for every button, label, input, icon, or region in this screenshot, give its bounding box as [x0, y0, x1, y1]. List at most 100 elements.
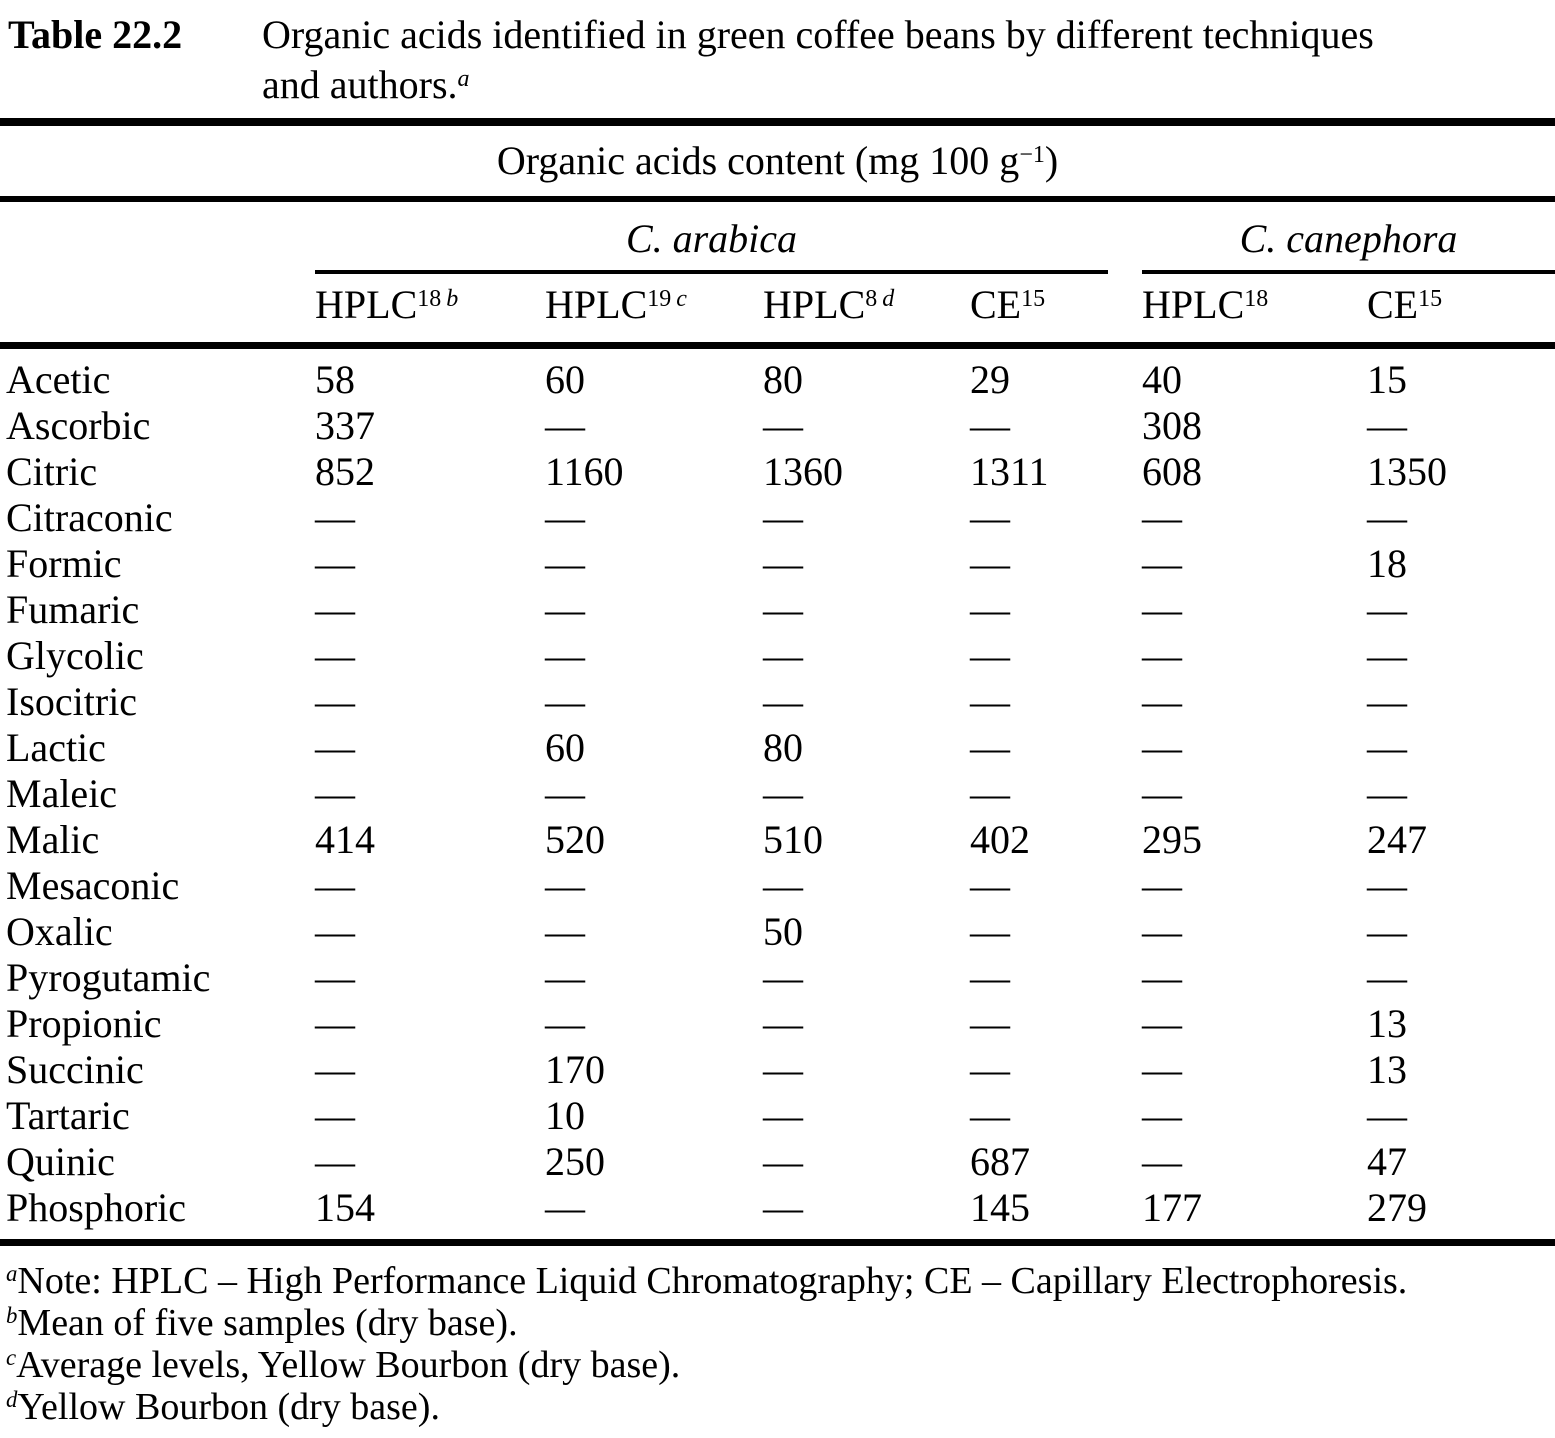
value-cell: —	[970, 725, 1010, 770]
value-cell: —	[970, 541, 1010, 586]
value-cell: 50	[763, 909, 803, 954]
value-cell: —	[1142, 1093, 1182, 1138]
value-cell: —	[1142, 679, 1182, 724]
footnote-text: Average levels, Yellow Bourbon (dry base…	[16, 1344, 681, 1386]
method-label: CE	[970, 282, 1022, 327]
footnote-letter: d	[882, 285, 895, 312]
species-group-row: C. arabica C. canephora	[0, 199, 1555, 274]
acid-name-cell: Pyrogutamic	[6, 955, 211, 1000]
value-cell: —	[1142, 633, 1182, 678]
method-header-cell: HPLC18	[1142, 274, 1367, 349]
value-cell: —	[763, 495, 803, 540]
value-cell: —	[315, 771, 355, 816]
value-cell: —	[1367, 403, 1407, 448]
value-cell: —	[545, 1001, 585, 1046]
unit-header-row: Organic acids content (mg 100 g−1)	[0, 118, 1555, 202]
value-cell: —	[1142, 1001, 1182, 1046]
value-cell: —	[545, 541, 585, 586]
method-label: HPLC	[1142, 282, 1245, 327]
value-cell: 308	[1142, 403, 1202, 448]
value-cell: —	[970, 771, 1010, 816]
footnote-marker: b	[6, 1303, 18, 1329]
value-cell: 80	[763, 357, 803, 402]
table-row: Citric 852 1160 1360 1311 608 1350	[0, 449, 1555, 495]
table-row: Maleic — — — — — —	[0, 771, 1555, 817]
value-cell: —	[545, 909, 585, 954]
method-label: HPLC	[763, 282, 866, 327]
value-cell: —	[315, 587, 355, 632]
value-cell: 40	[1142, 357, 1182, 402]
value-cell: 247	[1367, 817, 1427, 862]
value-cell: —	[1367, 679, 1407, 724]
group-cell-arabica: C. arabica	[315, 199, 1142, 274]
value-cell: 295	[1142, 817, 1202, 862]
acid-name-cell: Glycolic	[6, 633, 144, 678]
footnote-letter: b	[446, 285, 459, 312]
reference-number: 15	[1418, 285, 1443, 312]
value-cell: 154	[315, 1185, 545, 1246]
value-cell: —	[315, 1001, 355, 1046]
value-cell: 80	[763, 725, 803, 770]
table-row: Ascorbic 337 — — — 308 —	[0, 403, 1555, 449]
footnote-line: dYellow Bourbon (dry base).	[6, 1386, 1555, 1428]
value-cell: —	[763, 633, 803, 678]
table-row: Phosphoric 154— —145 177 279	[0, 1185, 1555, 1246]
value-cell: —	[545, 587, 585, 632]
organic-acids-table: Organic acids content (mg 100 g−1) C. ar…	[0, 118, 1555, 1246]
method-header-cell: HPLC19 c	[545, 274, 763, 349]
canephora-spanner-rule: C. canephora	[1142, 216, 1555, 274]
value-cell: —	[763, 1139, 803, 1184]
value-cell: —	[1142, 909, 1182, 954]
value-cell: —	[1142, 771, 1182, 816]
empty-method-cell	[0, 274, 315, 349]
value-cell: —	[315, 725, 355, 770]
unit-header-text: Organic acids content (mg 100 g	[496, 138, 1020, 183]
value-cell: —	[1367, 771, 1407, 816]
value-cell: —	[1142, 863, 1182, 908]
value-cell: —	[1142, 725, 1182, 770]
method-header-row: HPLC18 b HPLC19 c HPLC8 d CE15 HPLC18 CE15	[0, 274, 1555, 349]
value-cell: —	[315, 863, 355, 908]
value-cell: 145	[970, 1185, 1142, 1246]
value-cell: —	[763, 863, 803, 908]
acid-name-cell: Mesaconic	[6, 863, 180, 908]
value-cell: —	[1367, 587, 1407, 632]
value-cell: —	[1367, 909, 1407, 954]
table-row: Lactic — 60 80 — — —	[0, 725, 1555, 771]
value-cell: 1160	[545, 449, 624, 494]
footnote-letter: c	[676, 285, 687, 312]
acid-name-cell: Isocitric	[6, 679, 138, 724]
table-row: Citraconic — — — — — —	[0, 495, 1555, 541]
arabica-spanner-rule: C. arabica	[315, 216, 1108, 274]
footnote-marker: d	[6, 1387, 18, 1413]
value-cell: 852	[315, 449, 375, 494]
value-cell: —	[970, 633, 1010, 678]
value-cell: —	[1142, 955, 1182, 1000]
footnote-line: cAverage levels, Yellow Bourbon (dry bas…	[6, 1344, 1555, 1386]
acid-name-cell: Ascorbic	[6, 403, 151, 448]
value-cell: 13	[1367, 1001, 1407, 1046]
footnote-marker: c	[6, 1345, 17, 1371]
acid-name-cell: Lactic	[6, 725, 106, 770]
value-cell: —	[970, 403, 1010, 448]
acid-name-cell: Maleic	[6, 771, 118, 816]
footnote-text: Note: HPLC – High Performance Liquid Chr…	[17, 1260, 1408, 1302]
reference-superscript: 18	[1244, 286, 1273, 312]
value-cell: 60	[545, 357, 585, 402]
table-row: Quinic — 250 — 687 — 47	[0, 1139, 1555, 1185]
reference-number: 19	[647, 285, 672, 312]
footnote-marker: a	[6, 1261, 18, 1287]
value-cell: —	[315, 1139, 355, 1184]
value-cell: 1311	[970, 449, 1049, 494]
value-cell: —	[970, 909, 1010, 954]
value-cell: —	[763, 1047, 803, 1092]
table-body: Acetic 58 60 80 29 40 15 Ascorbic 337— — —308— Citr…	[0, 346, 1555, 1246]
value-cell: 402	[970, 817, 1030, 862]
footnote-line: bMean of five samples (dry base).	[6, 1302, 1555, 1344]
method-header-cell: HPLC18 b	[315, 274, 545, 349]
method-header-cell: HPLC8 d	[763, 274, 970, 349]
table-row: Fumaric — — — — — —	[0, 587, 1555, 633]
value-cell: —	[545, 1185, 763, 1246]
value-cell: 510	[763, 817, 823, 862]
footnotes: aNote: HPLC – High Performance Liquid Ch…	[0, 1260, 1555, 1428]
